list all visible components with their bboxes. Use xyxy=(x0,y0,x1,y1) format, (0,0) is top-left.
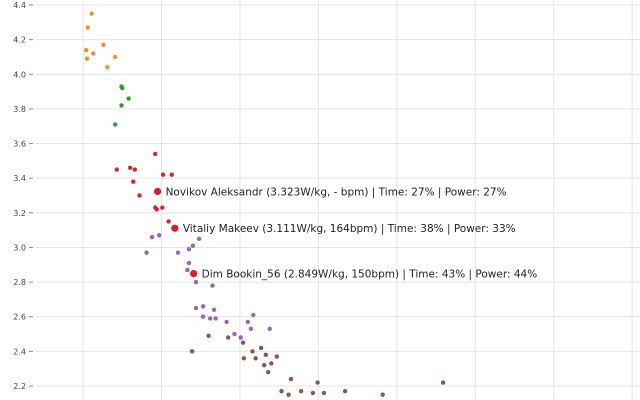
y-tick-label: 3.4 xyxy=(13,174,26,183)
scatter-point xyxy=(149,234,155,240)
scatter-point xyxy=(263,352,269,358)
y-tick-label: 2.4 xyxy=(13,347,26,356)
scatter-point xyxy=(315,380,320,385)
scatter-point xyxy=(160,172,166,177)
annotation-label: Novikov Aleksandr (3.323W/kg, - bpm) | T… xyxy=(166,187,507,199)
scatter-point xyxy=(119,103,124,108)
scatter-point xyxy=(250,349,255,354)
scatter-point xyxy=(211,307,217,312)
scatter-point xyxy=(137,193,142,198)
annotations: Novikov Aleksandr (3.323W/kg, - bpm) | T… xyxy=(153,187,538,281)
scatter-point xyxy=(440,380,446,385)
y-tick-label: 4.4 xyxy=(13,1,26,10)
y-axis: 2.2 2.4 2.6 2.8 3.0 3.2 3.4 3.6 3.8 4.0 4.2 4.4 xyxy=(13,1,33,391)
scatter-point xyxy=(156,233,162,238)
scatter-point xyxy=(240,340,246,345)
scatter-point xyxy=(169,172,174,177)
y-tick-label: 3.6 xyxy=(13,140,26,149)
scatter-point xyxy=(269,361,274,366)
scatter-point xyxy=(113,54,118,60)
scatter-point xyxy=(274,354,280,359)
annotation-label: Vitaliy Makeev (3.111W/kg, 164bpm) | Tim… xyxy=(183,223,516,235)
scatter-point xyxy=(190,243,196,248)
scatter-point xyxy=(248,326,254,332)
y-tick-label: 2.6 xyxy=(13,313,26,322)
scatter-point xyxy=(258,345,264,351)
scatter-point xyxy=(153,151,158,157)
scatter-point xyxy=(321,390,327,396)
scatter-point xyxy=(131,179,136,184)
scatter-point xyxy=(189,349,195,354)
scatter-point xyxy=(101,42,106,48)
data-points xyxy=(84,11,446,397)
scatter-point xyxy=(175,250,181,255)
scatter-point xyxy=(224,319,229,325)
highlighted-point xyxy=(171,224,179,232)
scatter-point xyxy=(127,165,133,170)
annotation-label: Dim Bookin_56 (2.849W/kg, 150bpm) | Time… xyxy=(202,269,538,281)
highlighted-point xyxy=(153,187,162,196)
scatter-point xyxy=(114,167,119,172)
y-tick-label: 4.0 xyxy=(13,70,26,79)
scatter-point xyxy=(186,246,192,252)
scatter-point xyxy=(267,326,272,332)
scatter-point xyxy=(310,390,316,396)
y-tick-label: 3.8 xyxy=(13,105,26,114)
scatter-point xyxy=(105,65,110,70)
scatter-point xyxy=(225,335,231,340)
scatter-point xyxy=(200,304,206,309)
scatter-point xyxy=(245,319,250,325)
scatter-point xyxy=(298,388,304,394)
scatter-point xyxy=(380,392,385,397)
scatter-point xyxy=(210,283,215,288)
scatter-point xyxy=(91,51,96,56)
scatter-point xyxy=(120,85,125,91)
scatter-point xyxy=(160,205,165,210)
scatter-point xyxy=(84,47,89,53)
scatter-point xyxy=(193,279,199,285)
scatter-point xyxy=(253,356,258,361)
scatter-point xyxy=(85,25,90,30)
y-tick-label: 2.2 xyxy=(13,382,26,391)
y-tick-label: 4.2 xyxy=(13,36,26,45)
scatter-point xyxy=(241,356,247,361)
scatter-point xyxy=(232,331,237,337)
scatter-point xyxy=(251,312,256,318)
scatter-point xyxy=(154,207,159,212)
scatter-point xyxy=(262,363,267,368)
scatter-point xyxy=(89,11,94,16)
scatter-point xyxy=(132,167,138,172)
scatter-point xyxy=(288,376,294,382)
scatter-point xyxy=(196,236,202,241)
scatter-point xyxy=(206,333,211,338)
scatter-point xyxy=(342,388,348,394)
scatter-point xyxy=(200,314,206,319)
scatter-point xyxy=(166,219,171,224)
scatter-point xyxy=(185,267,190,273)
grid xyxy=(36,0,640,400)
highlighted-point xyxy=(190,270,198,278)
scatter-point xyxy=(207,316,213,321)
scatter-point xyxy=(213,316,218,321)
scatter-point xyxy=(265,369,271,375)
scatter-point xyxy=(126,96,131,101)
scatter-point xyxy=(279,388,284,394)
scatter-point xyxy=(113,122,118,127)
y-tick-label: 3.0 xyxy=(13,243,26,252)
scatter-point xyxy=(84,56,90,61)
scatter-point xyxy=(144,250,149,255)
scatter-point xyxy=(238,335,243,340)
scatter-point xyxy=(186,260,192,266)
y-tick-label: 2.8 xyxy=(13,278,26,287)
scatter-point xyxy=(193,305,199,311)
scatter-point xyxy=(286,392,291,397)
y-tick-label: 3.2 xyxy=(13,209,26,218)
